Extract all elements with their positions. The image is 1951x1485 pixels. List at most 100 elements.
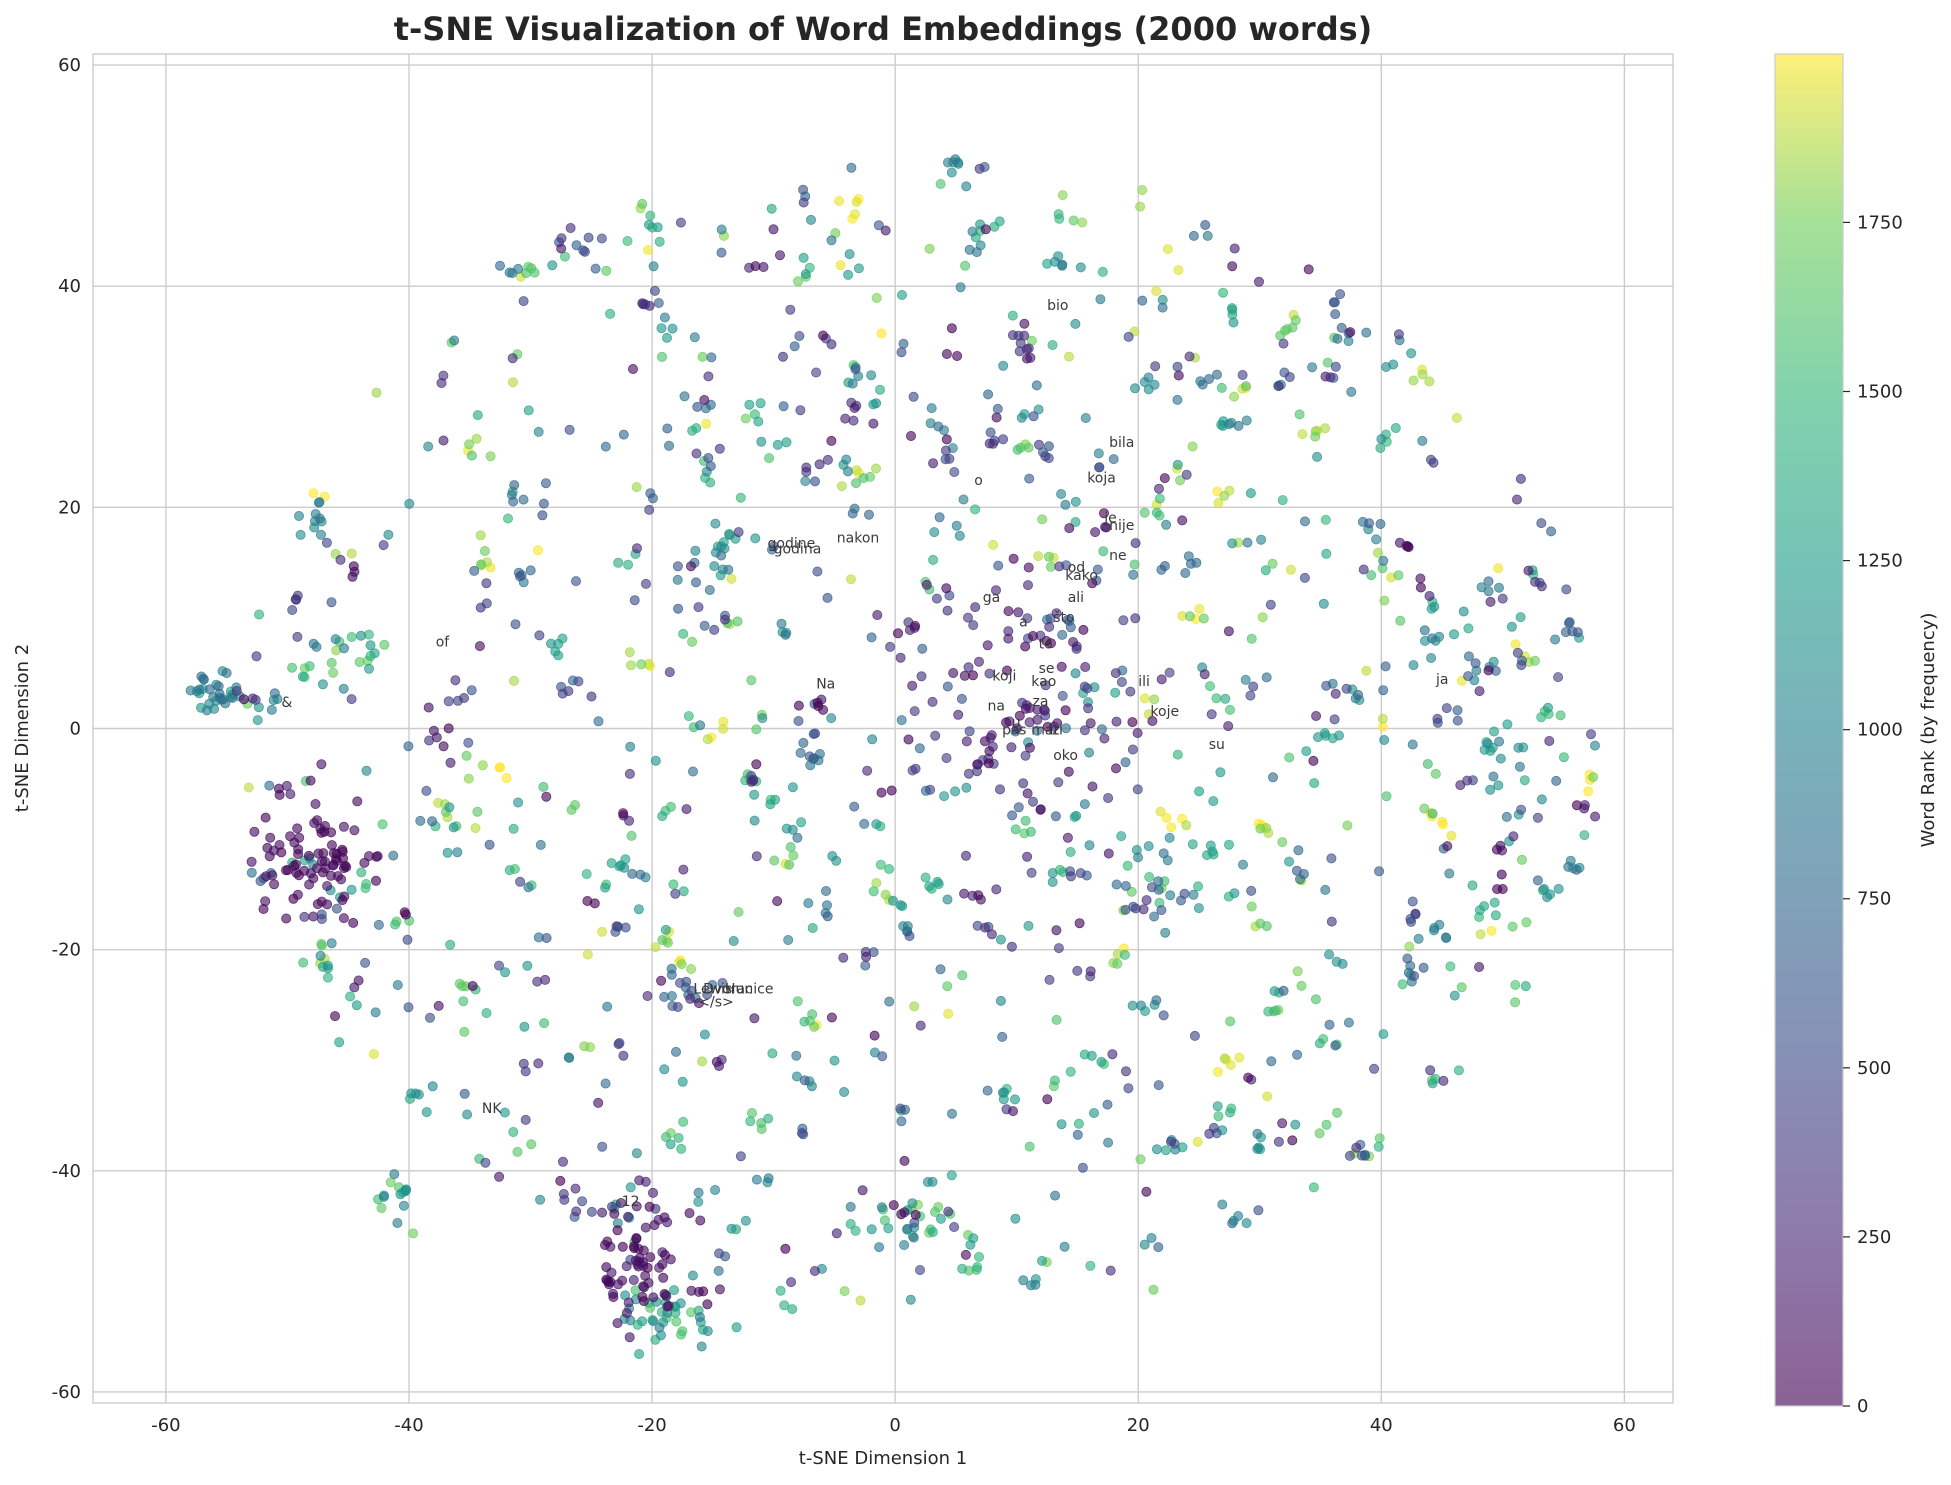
word-point [1291, 865, 1302, 876]
word-point [961, 181, 972, 192]
word-point [1397, 979, 1408, 990]
word-annotation: 12 [622, 1194, 640, 1210]
word-point [941, 434, 952, 445]
word-point [967, 226, 978, 237]
word-point [884, 864, 895, 875]
word-point [850, 364, 861, 375]
word-point [1103, 848, 1114, 859]
word-point [657, 811, 668, 822]
word-point [1132, 784, 1143, 795]
word-point [1429, 601, 1440, 612]
word-point [1199, 669, 1210, 680]
word-point [798, 252, 809, 263]
word-annotation: iz [1048, 723, 1059, 739]
word-annotation: Na [816, 676, 835, 692]
word-point [1123, 331, 1134, 342]
colorbar-tick-label: 0 [1857, 1396, 1868, 1417]
word-point [946, 1170, 957, 1181]
word-point [1032, 725, 1043, 736]
word-point [1208, 849, 1219, 860]
word-point [383, 529, 394, 540]
word-point [1216, 382, 1227, 393]
word-point [1166, 1136, 1177, 1147]
word-point [1277, 495, 1288, 506]
word-point [600, 1078, 611, 1089]
word-point [326, 827, 337, 838]
word-point [538, 781, 549, 792]
word-point [899, 1155, 910, 1166]
word-point [438, 741, 449, 752]
word-point [899, 1240, 910, 1251]
word-point [1087, 781, 1098, 792]
word-point [1007, 330, 1018, 341]
word-point [855, 1295, 866, 1306]
word-point [636, 659, 647, 670]
word-point [276, 847, 287, 858]
word-point [390, 919, 401, 930]
word-point [818, 330, 829, 341]
word-point [1428, 457, 1439, 468]
y-tick-label: -40 [52, 1161, 81, 1182]
word-point [612, 921, 623, 932]
word-point [732, 616, 743, 627]
word-annotation: kao [1031, 674, 1056, 690]
word-point [988, 539, 999, 550]
word-point [1344, 1150, 1355, 1161]
word-point [1086, 1050, 1097, 1061]
word-point [445, 757, 456, 768]
word-point [1030, 1279, 1041, 1290]
word-point [1409, 971, 1420, 982]
word-point [672, 561, 683, 572]
word-point [1056, 1119, 1067, 1130]
word-point [673, 1133, 684, 1144]
word-point [709, 624, 720, 635]
word-annotation: su [1209, 737, 1225, 753]
word-point [691, 448, 702, 459]
word-point [1381, 791, 1392, 802]
word-point [662, 332, 673, 343]
word-point [371, 851, 382, 862]
word-point [650, 755, 661, 766]
word-point [806, 214, 817, 225]
word-point [785, 304, 796, 315]
word-point [502, 513, 513, 524]
word-point [1047, 339, 1058, 350]
word-annotation: oko [1053, 748, 1078, 764]
word-point [292, 823, 303, 834]
word-point [974, 163, 985, 174]
word-point [1149, 911, 1160, 922]
word-point [952, 350, 963, 361]
y-tick-label: 40 [58, 276, 81, 297]
word-point [518, 296, 529, 307]
word-point [1229, 888, 1240, 899]
word-point [452, 847, 463, 858]
word-point [1023, 562, 1034, 573]
word-point [1197, 379, 1208, 390]
word-point [755, 398, 766, 409]
word-point [1143, 372, 1154, 383]
word-point [525, 565, 536, 576]
word-point [1485, 596, 1496, 607]
word-point [403, 741, 414, 752]
word-point [1184, 351, 1195, 362]
word-point [766, 203, 777, 214]
word-point [348, 917, 359, 928]
word-point [1516, 804, 1527, 815]
word-point [370, 875, 381, 886]
word-point [1022, 851, 1033, 862]
word-point [618, 808, 629, 819]
word-point [352, 796, 363, 807]
word-point [1212, 369, 1223, 380]
word-point [535, 1194, 546, 1205]
word-point [800, 269, 811, 280]
word-point [389, 1169, 400, 1180]
word-point [1321, 680, 1332, 691]
word-point [1263, 1006, 1274, 1017]
word-annotation: godina [774, 541, 822, 557]
word-point [812, 566, 823, 577]
word-point [404, 498, 415, 509]
word-point [564, 1052, 575, 1063]
word-point [753, 416, 764, 427]
word-point [1225, 1107, 1236, 1118]
word-point [1378, 555, 1389, 566]
